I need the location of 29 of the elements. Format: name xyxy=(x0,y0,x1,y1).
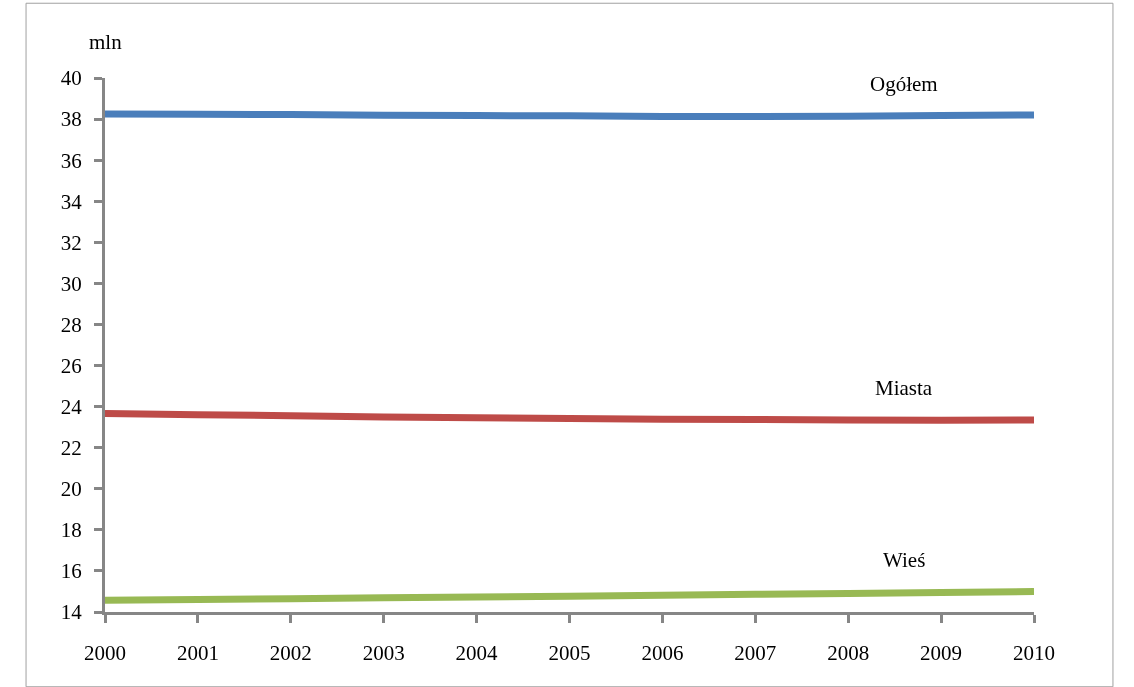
y-tick-label: 16 xyxy=(60,559,82,584)
x-tick-label: 2010 xyxy=(1013,641,1055,666)
y-tick-label: 20 xyxy=(60,477,82,502)
x-tick-label: 2007 xyxy=(734,641,777,666)
x-tick-label: 2002 xyxy=(269,641,312,666)
series-label: Miasta xyxy=(875,376,933,400)
y-tick-label: 22 xyxy=(60,436,82,461)
y-tick-label: 26 xyxy=(60,353,82,378)
x-tick-label: 2001 xyxy=(176,641,219,666)
y-tick-label: 14 xyxy=(60,600,83,625)
x-tick-label: 2009 xyxy=(920,641,963,666)
y-tick-label: 34 xyxy=(60,189,83,214)
y-tick-label: 30 xyxy=(60,271,82,296)
y-tick-label: 24 xyxy=(60,394,83,419)
y-tick-label: 36 xyxy=(60,148,82,173)
y-tick-label: 38 xyxy=(60,107,82,132)
y-tick-label: 32 xyxy=(60,230,82,255)
x-tick-label: 2008 xyxy=(827,641,870,666)
series-label: Ogółem xyxy=(870,72,938,96)
series-label: Wieś xyxy=(883,548,926,572)
x-tick-label: 2003 xyxy=(362,641,405,666)
x-tick-label: 2004 xyxy=(455,641,499,666)
x-tick-label: 2006 xyxy=(641,641,684,666)
x-tick-label: 2000 xyxy=(84,641,126,666)
y-tick-label: 28 xyxy=(60,312,82,337)
x-tick-label: 2005 xyxy=(548,641,591,666)
y-axis-title: mln xyxy=(89,30,123,54)
y-tick-label: 40 xyxy=(60,66,82,91)
y-tick-label: 18 xyxy=(60,518,82,543)
